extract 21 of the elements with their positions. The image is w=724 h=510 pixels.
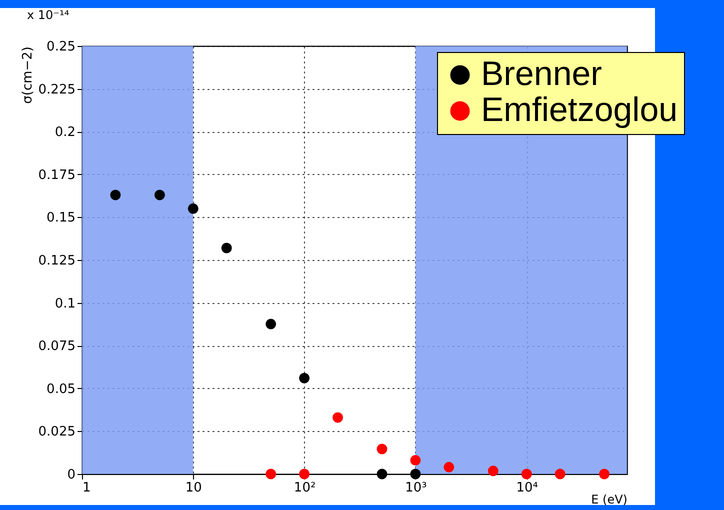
x-tick-label: 10³ <box>405 480 427 496</box>
x-tick-label: 10² <box>294 480 316 496</box>
x-tick-label: 10 <box>185 480 202 496</box>
legend-label: Brenner <box>481 55 602 93</box>
y-axis-title: σ(cm−2) <box>20 46 36 104</box>
y-tick-label: 0.125 <box>38 254 76 268</box>
y-tick-label: 0.1 <box>54 296 76 312</box>
x-tick-label: 1 <box>82 480 91 496</box>
y-tick-label: 0.2 <box>54 125 76 140</box>
legend-label: Emfietzoglou <box>481 91 678 129</box>
y-tick-label: 0 <box>67 468 76 482</box>
text: x 10⁻¹⁴ <box>27 8 70 22</box>
y-tick-label: 0.025 <box>38 424 76 440</box>
y-tick-label: 0.075 <box>38 339 76 354</box>
y-tick-label: 0.15 <box>46 210 76 226</box>
y-tick-label: 0.175 <box>38 168 76 183</box>
x-axis-title: E (eV) <box>591 492 628 506</box>
y-tick-label: 0.225 <box>38 82 76 98</box>
x-tick-label: 10⁴ <box>516 480 538 496</box>
y-tick-label: 0.25 <box>46 40 76 54</box>
y-tick-label: 0.05 <box>46 382 76 397</box>
